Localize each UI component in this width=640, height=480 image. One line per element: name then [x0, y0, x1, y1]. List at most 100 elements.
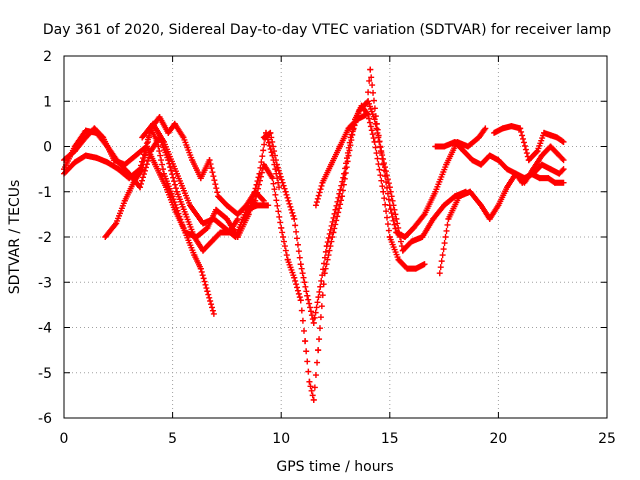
data-point — [279, 179, 286, 186]
data-point — [283, 252, 290, 259]
y-tick-label: -6 — [38, 411, 52, 427]
data-point — [292, 277, 299, 284]
data-point — [138, 180, 145, 187]
data-point — [158, 157, 165, 164]
data-point — [278, 224, 285, 231]
data-point — [268, 134, 275, 141]
data-point — [317, 186, 324, 193]
data-point — [326, 230, 333, 237]
data-point — [304, 292, 311, 299]
data-point — [384, 214, 391, 221]
data-point — [208, 165, 215, 172]
data-point — [211, 177, 218, 184]
data-point — [378, 149, 385, 156]
data-point — [389, 213, 396, 220]
data-point — [277, 219, 284, 226]
data-point — [206, 294, 213, 301]
data-point — [142, 164, 149, 171]
data-point — [302, 338, 309, 345]
y-tick-label: 2 — [43, 49, 52, 65]
data-point — [112, 221, 119, 228]
data-point — [341, 170, 348, 177]
data-point — [138, 177, 145, 184]
data-point — [299, 317, 306, 324]
data-point — [296, 294, 303, 301]
data-point — [277, 173, 284, 180]
data-point — [274, 164, 281, 171]
data-point — [206, 157, 213, 164]
x-tick-label: 25 — [598, 431, 616, 447]
data-point — [560, 157, 567, 164]
data-point — [520, 135, 527, 142]
data-point — [144, 138, 151, 145]
data-point — [143, 148, 150, 155]
data-point — [319, 292, 326, 299]
data-point — [303, 288, 310, 295]
data-point — [520, 139, 527, 146]
data-point — [314, 195, 321, 202]
data-point — [312, 202, 319, 209]
data-point — [318, 277, 325, 284]
data-point — [275, 167, 282, 174]
y-tick-label: 0 — [43, 140, 52, 156]
data-point — [377, 172, 384, 179]
series-arc-4 — [102, 114, 267, 240]
data-point — [298, 265, 305, 272]
data-point — [523, 150, 530, 157]
data-point — [280, 182, 287, 189]
data-point — [370, 89, 377, 96]
data-point — [533, 149, 540, 156]
data-point — [293, 228, 300, 235]
data-point — [209, 304, 216, 311]
series-arc-9 — [436, 170, 567, 277]
data-point — [270, 143, 277, 150]
data-point — [156, 148, 163, 155]
data-point — [290, 212, 297, 219]
data-point — [443, 227, 450, 234]
axis-ticks — [63, 55, 608, 419]
data-point — [329, 234, 336, 240]
data-point — [272, 157, 279, 164]
data-point — [276, 184, 283, 191]
data-point — [381, 167, 388, 174]
data-point — [269, 138, 276, 145]
data-point — [140, 161, 147, 168]
data-point — [291, 274, 298, 281]
data-point — [383, 179, 390, 186]
data-point — [348, 131, 355, 138]
data-point — [322, 248, 329, 255]
data-point — [295, 248, 302, 255]
data-point — [213, 185, 220, 192]
data-point — [296, 254, 303, 261]
data-point — [172, 185, 179, 192]
data-point — [140, 151, 147, 158]
data-point — [276, 170, 283, 177]
data-point — [310, 396, 317, 403]
data-point — [336, 190, 343, 197]
y-tick-label: -4 — [38, 321, 52, 337]
data-point — [306, 300, 313, 307]
data-point — [256, 177, 263, 184]
data-point — [366, 115, 373, 122]
data-point — [378, 177, 385, 184]
data-point — [260, 147, 267, 154]
data-point — [369, 82, 376, 89]
data-point — [284, 194, 291, 201]
data-point — [316, 189, 323, 196]
data-point — [390, 217, 397, 224]
series-arc-10 — [432, 138, 567, 182]
data-point — [310, 319, 317, 326]
data-point — [346, 139, 353, 146]
data-point — [315, 294, 322, 301]
data-point — [208, 301, 215, 308]
data-point — [307, 304, 314, 311]
data-point — [382, 173, 389, 180]
data-point — [372, 113, 379, 120]
data-point — [275, 208, 282, 215]
data-point — [139, 174, 146, 181]
data-point — [253, 193, 260, 200]
data-point — [159, 166, 166, 173]
data-point — [299, 270, 306, 277]
data-point — [343, 160, 350, 167]
